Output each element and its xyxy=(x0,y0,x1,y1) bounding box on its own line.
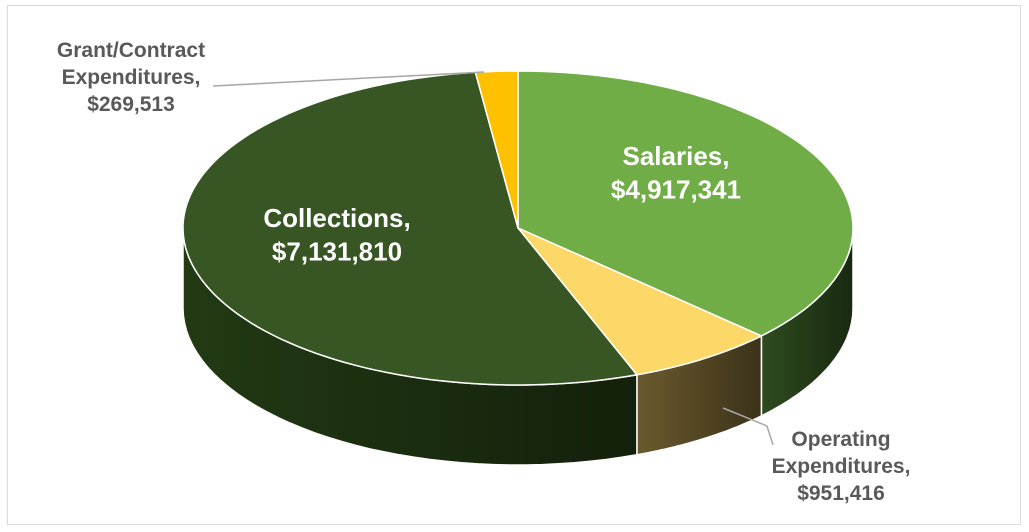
data-labels: Salaries, $4,917,341 Operating Expenditures… xyxy=(57,39,911,505)
pie-slice xyxy=(517,227,763,376)
data-label: Salaries, $4,917,341 xyxy=(611,141,741,204)
data-label: Collections, $7,131,810 xyxy=(263,203,410,266)
data-label: Grant/Contract Expenditures, $269,513 xyxy=(57,39,205,116)
leader-line xyxy=(212,71,485,87)
data-label: Operating Expenditures, $951,416 xyxy=(772,428,911,505)
pie-top-group xyxy=(182,70,854,386)
leader-line xyxy=(722,407,774,446)
pie-slice xyxy=(517,70,854,337)
leader-lines xyxy=(212,71,774,446)
pie-slice xyxy=(182,71,638,386)
